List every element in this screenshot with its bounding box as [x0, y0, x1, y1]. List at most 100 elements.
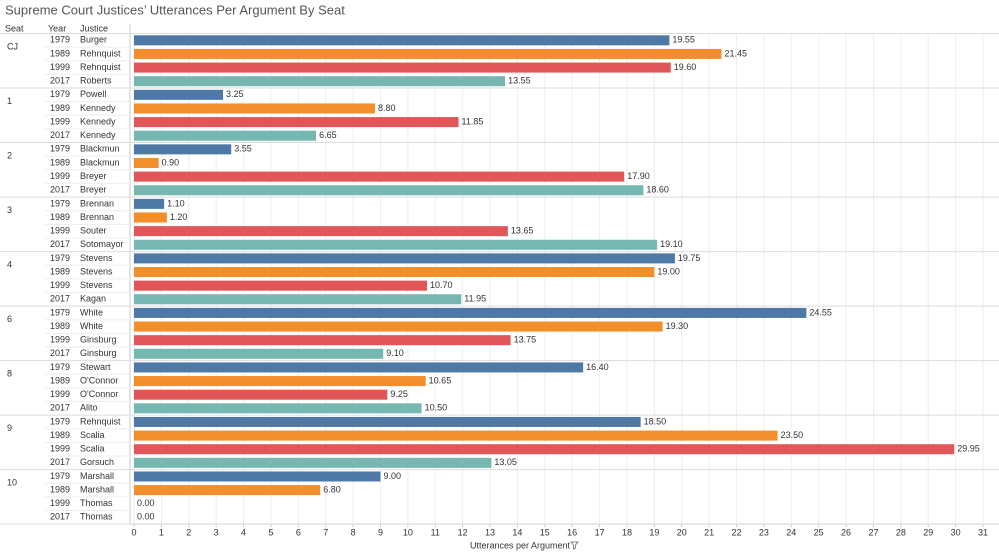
year-label: 1989	[50, 484, 70, 494]
x-tick-label: 18	[622, 528, 632, 538]
value-label: 0.00	[137, 498, 155, 508]
justice-label: Thomas	[80, 498, 113, 508]
year-label: 2017	[50, 348, 70, 358]
justice-label: Blackmun	[80, 157, 120, 167]
value-label: 9.25	[390, 389, 408, 399]
justice-label: Gorsuch	[80, 457, 114, 467]
bar	[134, 403, 422, 414]
year-label: 2017	[50, 76, 70, 86]
seat-label: 8	[7, 369, 12, 379]
justice-label: Kennedy	[80, 116, 116, 126]
bar	[134, 226, 508, 237]
value-label: 19.10	[660, 239, 683, 249]
bar	[134, 362, 584, 373]
filter-icon[interactable]	[570, 541, 579, 550]
value-label: 19.55	[672, 35, 695, 45]
year-label: 1999	[50, 171, 70, 181]
year-label: 2017	[50, 457, 70, 467]
x-axis-title: Utterances per Argument	[470, 540, 571, 550]
year-label: 1979	[50, 198, 70, 208]
x-tick-label: 9	[378, 528, 383, 538]
year-label: 2017	[50, 185, 70, 195]
justice-label: Kagan	[80, 294, 106, 304]
justice-label: Brennan	[80, 212, 114, 222]
value-label: 18.50	[644, 416, 667, 426]
x-tick-label: 20	[677, 528, 687, 538]
justice-label: Ginsburg	[80, 335, 117, 345]
year-label: 1979	[50, 471, 70, 481]
bar	[134, 157, 159, 168]
value-label: 11.95	[464, 294, 486, 304]
bar	[134, 239, 658, 250]
year-label: 1999	[50, 62, 70, 72]
seat-label: 4	[7, 260, 12, 270]
justice-label: O'Connor	[80, 375, 118, 385]
value-label: 8.80	[378, 103, 396, 113]
bar	[134, 457, 492, 468]
x-tick-label: 8	[351, 528, 356, 538]
year-label: 1979	[50, 35, 70, 45]
value-label: 1.20	[170, 212, 188, 222]
value-label: 21.45	[724, 48, 747, 58]
value-label: 9.00	[383, 471, 401, 481]
value-label: 10.50	[425, 403, 448, 413]
bar	[134, 117, 459, 128]
bar	[134, 348, 384, 359]
justice-label: Roberts	[80, 76, 112, 86]
year-label: 2017	[50, 403, 70, 413]
bar	[134, 416, 641, 427]
x-tick-label: 29	[923, 528, 933, 538]
x-tick-label: 25	[814, 528, 824, 538]
x-tick-label: 12	[458, 528, 468, 538]
year-label: 1989	[50, 430, 70, 440]
year-label: 1979	[50, 89, 70, 99]
year-label: 1979	[50, 416, 70, 426]
x-tick-label: 7	[323, 528, 328, 538]
year-label: 2017	[50, 130, 70, 140]
x-tick-label: 26	[841, 528, 851, 538]
bar	[134, 103, 376, 114]
seat-label: 1	[7, 96, 12, 106]
year-label: 2017	[50, 512, 70, 522]
seat-label: 2	[7, 151, 12, 161]
value-label: 1.10	[167, 198, 185, 208]
bar	[134, 89, 224, 100]
justice-label: Alito	[80, 403, 98, 413]
year-label: 1999	[50, 444, 70, 454]
value-label: 19.00	[657, 266, 680, 276]
value-label: 10.65	[429, 375, 452, 385]
x-tick-label: 5	[268, 528, 273, 538]
justice-label: Blackmun	[80, 144, 120, 154]
bar	[134, 198, 165, 209]
bar	[134, 212, 167, 223]
justice-label: Kennedy	[80, 130, 116, 140]
justice-label: Stevens	[80, 266, 113, 276]
bar	[134, 321, 663, 332]
year-label: 1989	[50, 375, 70, 385]
seat-label: 6	[7, 314, 12, 324]
justice-label: Sotomayor	[80, 239, 124, 249]
year-label: 1979	[50, 253, 70, 263]
justice-label: Kennedy	[80, 103, 116, 113]
year-label: 2017	[50, 239, 70, 249]
justice-label: Brennan	[80, 198, 114, 208]
justice-label: Stevens	[80, 280, 113, 290]
x-tick-label: 22	[732, 528, 742, 538]
bar	[134, 335, 511, 346]
justice-label: Stewart	[80, 362, 111, 372]
year-label: 1999	[50, 498, 70, 508]
justice-label: Scalia	[80, 430, 105, 440]
seat-label: 9	[7, 423, 12, 433]
justice-label: Souter	[80, 226, 107, 236]
x-tick-label: 14	[512, 528, 522, 538]
x-tick-label: 4	[241, 528, 246, 538]
value-label: 9.10	[386, 348, 404, 358]
value-label: 0.00	[137, 512, 155, 522]
justice-label: Stevens	[80, 253, 113, 263]
value-label: 6.65	[319, 130, 337, 140]
bar	[134, 144, 232, 155]
x-tick-label: 24	[786, 528, 796, 538]
year-label: 1979	[50, 307, 70, 317]
year-label: 1979	[50, 362, 70, 372]
